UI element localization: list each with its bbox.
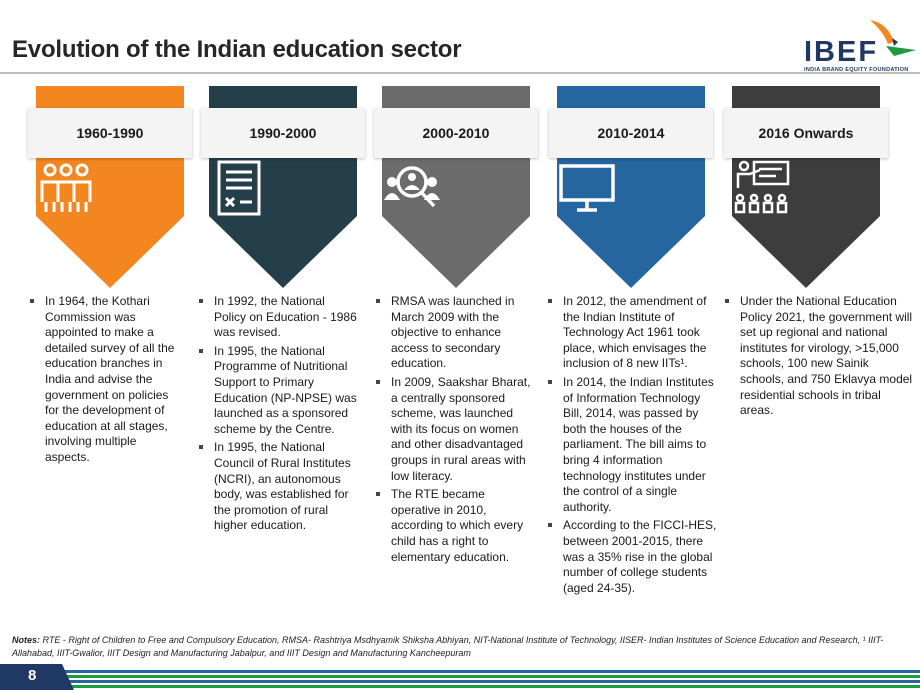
column-arrow-panel (732, 158, 880, 288)
footnotes: Notes: RTE - Right of Children to Free a… (12, 634, 908, 659)
ibef-logo (870, 20, 916, 56)
column-header-band (732, 86, 880, 108)
policy-document-icon (217, 160, 261, 216)
title-divider (0, 72, 920, 74)
notes-label: Notes: (12, 635, 41, 645)
bullet-item: Under the National Education Policy 2021… (723, 294, 913, 419)
notes-text: RTE - Right of Children to Free and Comp… (12, 635, 884, 658)
bullet-item: In 1995, the National Council of Rural I… (197, 440, 359, 534)
bullet-item: The RTE became operative in 2010, accord… (374, 487, 532, 565)
period-label: 2010-2014 (597, 125, 665, 141)
column-header-band (36, 86, 184, 108)
period-label: 1960-1990 (76, 125, 144, 141)
bullet-item: In 2009, Saakshar Bharat, a centrally sp… (374, 375, 532, 484)
bullet-item: In 1964, the Kothari Commission was appo… (28, 294, 178, 466)
column-arrow-panel (209, 158, 357, 288)
bullet-item: In 1992, the National Policy on Educatio… (197, 294, 359, 341)
column-arrow-panel (557, 158, 705, 288)
bullet-item: In 2014, the Indian Institutes of Inform… (546, 375, 718, 515)
column-arrow-panel (382, 158, 530, 288)
column-header-band (557, 86, 705, 108)
bullet-list-2010-2014: In 2012, the amendment of the Indian Ins… (546, 294, 718, 599)
footer-stripes (0, 670, 920, 688)
page-title: Evolution of the Indian education sector (12, 36, 462, 63)
page-number-badge (0, 664, 74, 690)
bullet-list-2016-onwards: Under the National Education Policy 2021… (723, 294, 913, 422)
logo-text: IBEF (804, 36, 879, 68)
people-search-icon (384, 166, 440, 208)
column-header-band (209, 86, 357, 108)
column-arrow-panel (36, 158, 184, 288)
period-label-box: 2010-2014 (549, 108, 713, 158)
bullet-item: In 2012, the amendment of the Indian Ins… (546, 294, 718, 372)
period-label-box: 1960-1990 (28, 108, 192, 158)
logo-subtitle: INDIA BRAND EQUITY FOUNDATION (804, 67, 909, 73)
bullet-item: In 1995, the National Programme of Nutri… (197, 344, 359, 438)
bullet-list-1990-2000: In 1992, the National Policy on Educatio… (197, 294, 359, 537)
period-label-box: 1990-2000 (201, 108, 365, 158)
page-number: 8 (28, 667, 37, 684)
bullet-list-2000-2010: RMSA was launched in March 2009 with the… (374, 294, 532, 568)
period-label: 1990-2000 (249, 125, 317, 141)
period-label: 2000-2010 (422, 125, 490, 141)
bullet-list-1960-1990: In 1964, the Kothari Commission was appo… (28, 294, 178, 469)
monitor-icon (559, 164, 615, 212)
people-group-icon (40, 163, 92, 212)
column-header-band (382, 86, 530, 108)
classroom-teacher-icon (734, 160, 790, 214)
period-label-box: 2000-2010 (374, 108, 538, 158)
period-label-box: 2016 Onwards (724, 108, 888, 158)
period-label: 2016 Onwards (758, 125, 854, 141)
bullet-item: According to the FICCI-HES, between 2001… (546, 518, 718, 596)
bullet-item: RMSA was launched in March 2009 with the… (374, 294, 532, 372)
